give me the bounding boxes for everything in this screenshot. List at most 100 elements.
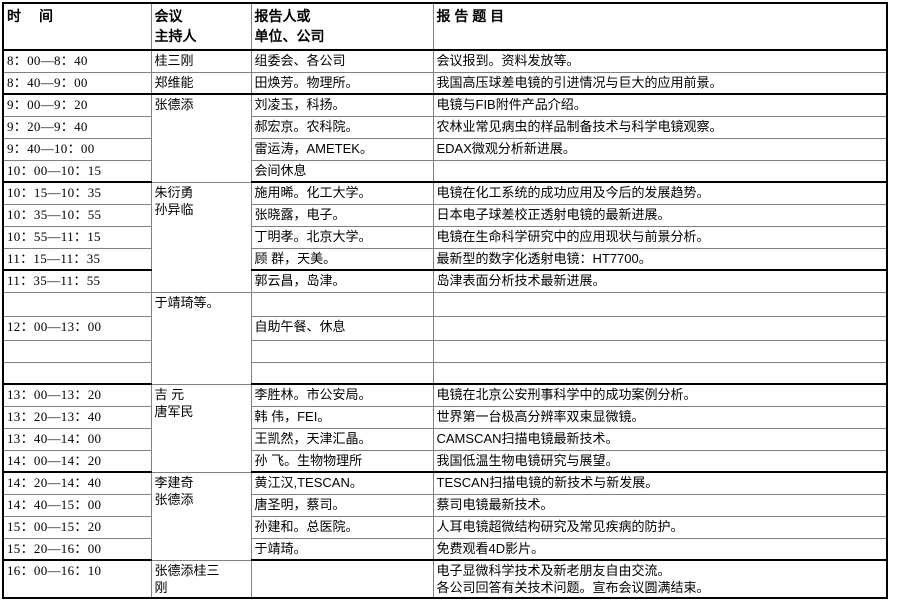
cell-time: 11：15—11：35 — [2, 247, 152, 271]
cell-speaker — [250, 291, 434, 317]
column-header-chair: 会议 主持人 — [150, 2, 252, 51]
chair-name: 朱衍勇 — [154, 184, 194, 200]
cell-title: 电镜在生命科学研究中的应用现状与前景分析。 — [432, 225, 888, 249]
cell-title: 岛津表面分析技术最新进展。 — [432, 269, 888, 293]
table-row: 13：20—13：40 韩 伟，FEI。 世界第一台极高分辨率双束显微镜。 — [2, 405, 888, 429]
chair-name-line1: 张德添桂三 — [154, 562, 220, 578]
cell-speaker — [250, 559, 434, 599]
cell-speaker: 李胜林。市公安局。 — [250, 383, 434, 407]
cell-title: 我国高压球差电镜的引进情况与巨大的应用前景。 — [432, 71, 888, 95]
cell-title: CAMSCAN扫描电镜最新技术。 — [432, 427, 888, 451]
cell-speaker — [250, 339, 434, 363]
cell-time: 13：40—14：00 — [2, 427, 152, 451]
cell-title — [432, 315, 888, 341]
column-header-chair-line2: 主持人 — [154, 28, 197, 44]
cell-time: 13：20—13：40 — [2, 405, 152, 429]
cell-time: 9：20—9：40 — [2, 115, 152, 139]
cell-speaker: 郝宏京。农科院。 — [250, 115, 434, 139]
cell-title: 人耳电镜超微结构研究及常见疾病的防护。 — [432, 515, 888, 539]
agenda-body: 8：00—8：40 桂三刚 组委会、各公司 会议报到。资料发放等。 8：40—9… — [2, 49, 888, 599]
chair-name: 李建奇 — [154, 474, 194, 490]
column-header-chair-line1: 会议 — [154, 8, 183, 24]
chair-name: 唐军民 — [154, 403, 194, 419]
cell-title: 电镜在化工系统的成功应用及今后的发展趋势。 — [432, 181, 888, 205]
cell-time — [2, 361, 152, 385]
cell-speaker: 刘凌玉，科扬。 — [250, 93, 434, 117]
table-row: 11：15—11：35 顾 群，天美。 最新型的数字化透射电镜：HT7700。 — [2, 247, 888, 271]
cell-speaker: 张晓露，电子。 — [250, 203, 434, 227]
cell-chair: 吉 元 唐军民 — [150, 383, 252, 473]
cell-title: TESCAN扫描电镜的新技术与新发展。 — [432, 471, 888, 495]
table-row: 15：20—16：00 于靖琦。 免费观看4D影片。 — [2, 537, 888, 561]
table-row: 10：35—10：55 张晓露，电子。 日本电子球差校正透射电镜的最新进展。 — [2, 203, 888, 227]
cell-title: EDAX微观分析新进展。 — [432, 137, 888, 161]
table-row: 13：00—13：20 吉 元 唐军民 李胜林。市公安局。 电镜在北京公安刑事科… — [2, 383, 888, 473]
table-row — [2, 339, 888, 363]
chair-name: 吉 元 — [154, 386, 185, 402]
table-row: 9：40—10：00 雷运涛，AMETEK。 EDAX微观分析新进展。 — [2, 137, 888, 161]
cell-title: 免费观看4D影片。 — [432, 537, 888, 561]
cell-speaker: 孙建和。总医院。 — [250, 515, 434, 539]
cell-time: 15：00—15：20 — [2, 515, 152, 539]
cell-chair: 桂三刚 — [150, 49, 252, 73]
cell-title: 日本电子球差校正透射电镜的最新进展。 — [432, 203, 888, 227]
cell-title: 农林业常见病虫的样品制备技术与科学电镜观察。 — [432, 115, 888, 139]
cell-title — [432, 291, 888, 317]
table-row: 9：00—9：20 张德添 刘凌玉，科扬。 电镜与FIB附件产品介绍。 — [2, 93, 888, 183]
cell-time: 14：00—14：20 — [2, 449, 152, 473]
table-row: 14：20—14：40 李建奇 张德添 黄江汉,TESCAN。 TESCAN扫描… — [2, 471, 888, 561]
table-row — [2, 361, 888, 385]
cell-title — [432, 159, 888, 183]
cell-time — [2, 291, 152, 317]
cell-title: 最新型的数字化透射电镜：HT7700。 — [432, 247, 888, 271]
cell-speaker: 唐圣明，蔡司。 — [250, 493, 434, 517]
cell-chair: 李建奇 张德添 — [150, 471, 252, 561]
column-header-speaker-line1: 报告人或 — [254, 8, 311, 24]
cell-speaker: 丁明孝。北京大学。 — [250, 225, 434, 249]
cell-time: 8：40—9：00 — [2, 71, 152, 95]
cell-title: 我国低温生物电镜研究与展望。 — [432, 449, 888, 473]
cell-title: 蔡司电镜最新技术。 — [432, 493, 888, 517]
cell-title-line1: 电子显微科学技术及新老朋友自由交流。 — [436, 563, 671, 578]
cell-time — [2, 339, 152, 363]
cell-chair: 张德添 — [150, 93, 252, 183]
cell-speaker: 孙 飞。生物物理所 — [250, 449, 434, 473]
cell-speaker: 施用晞。化工大学。 — [250, 181, 434, 205]
cell-title — [432, 339, 888, 363]
cell-title: 会议报到。资料发放等。 — [432, 49, 888, 73]
cell-speaker: 郭云昌，岛津。 — [250, 269, 434, 293]
cell-time: 11：35—11：55 — [2, 269, 152, 293]
cell-time: 8：00—8：40 — [2, 49, 152, 73]
cell-title: 电子显微科学技术及新老朋友自由交流。 各公司回答有关技术问题。宣布会议圆满结束。 — [432, 559, 888, 599]
table-row: 8：40—9：00 郑维能 田焕芳。物理所。 我国高压球差电镜的引进情况与巨大的… — [2, 71, 888, 95]
cell-speaker: 黄江汉,TESCAN。 — [250, 471, 434, 495]
table-row: 10：00—10：15 会间休息 — [2, 159, 888, 183]
table-row: 15：00—15：20 孙建和。总医院。 人耳电镜超微结构研究及常见疾病的防护。 — [2, 515, 888, 539]
chair-name: 孙异临 — [154, 201, 194, 217]
cell-chair: 张德添桂三 刚 — [150, 559, 252, 599]
cell-chair: 于靖琦等。 — [150, 291, 252, 385]
cell-time: 15：20—16：00 — [2, 537, 152, 561]
table-row: 10：55—11：15 丁明孝。北京大学。 电镜在生命科学研究中的应用现状与前景… — [2, 225, 888, 249]
cell-time: 10：00—10：15 — [2, 159, 152, 183]
table-row: 13：40—14：00 王凯然，天津汇晶。 CAMSCAN扫描电镜最新技术。 — [2, 427, 888, 451]
cell-time: 9：40—10：00 — [2, 137, 152, 161]
cell-time: 9：00—9：20 — [2, 93, 152, 117]
table-row: 8：00—8：40 桂三刚 组委会、各公司 会议报到。资料发放等。 — [2, 49, 888, 73]
cell-speaker: 自助午餐、休息 — [250, 315, 434, 341]
cell-title: 电镜与FIB附件产品介绍。 — [432, 93, 888, 117]
table-row: 14：00—14：20 孙 飞。生物物理所 我国低温生物电镜研究与展望。 — [2, 449, 888, 473]
table-row: 11：35—11：55 郭云昌，岛津。 岛津表面分析技术最新进展。 — [2, 269, 888, 293]
chair-name: 张德添 — [154, 491, 194, 507]
table-row: 12：00—13：00 自助午餐、休息 — [2, 315, 888, 341]
cell-time: 14：20—14：40 — [2, 471, 152, 495]
cell-time: 14：40—15：00 — [2, 493, 152, 517]
chair-name-line2: 刚 — [154, 579, 168, 595]
column-header-speaker: 报告人或 单位、公司 — [250, 2, 434, 51]
cell-title: 电镜在北京公安刑事科学中的成功案例分析。 — [432, 383, 888, 407]
cell-speaker: 组委会、各公司 — [250, 49, 434, 73]
cell-chair: 朱衍勇 孙异临 — [150, 181, 252, 293]
cell-time: 16：00—16：10 — [2, 559, 152, 599]
cell-speaker: 雷运涛，AMETEK。 — [250, 137, 434, 161]
cell-time: 10：55—11：15 — [2, 225, 152, 249]
